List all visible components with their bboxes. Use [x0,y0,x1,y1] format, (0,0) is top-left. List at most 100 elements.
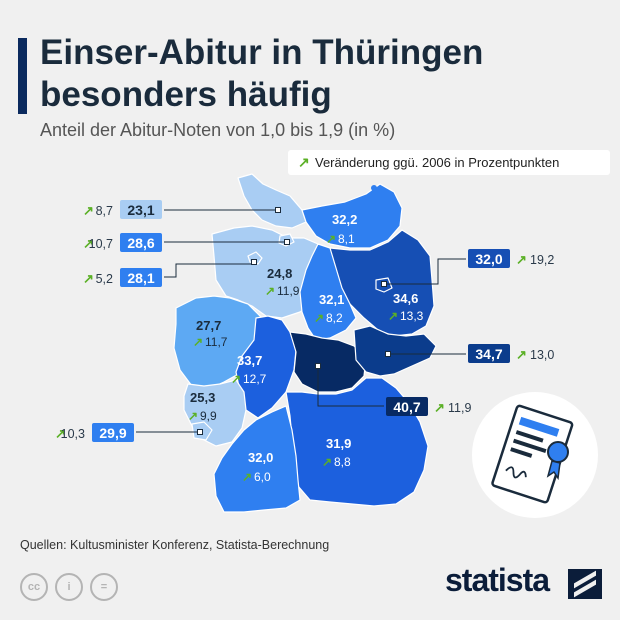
change-arrow-icon-sn: ↗ [516,347,527,362]
callout-leader-lines [136,207,466,435]
value-box-be [468,249,510,268]
value-label-sh: 23,1 [127,202,154,218]
value-label-th: 40,7 [393,399,420,415]
value-label-hh: 28,6 [127,235,154,251]
diploma-line-2 [512,438,547,454]
title-line-2: besonders häufig [40,75,332,114]
change-label-be: 19,2 [530,253,554,267]
change-label-he: 12,7 [243,372,267,386]
change-label-th: 11,9 [448,401,471,415]
attribution-icon[interactable]: i [55,573,83,601]
value-label-mv: 32,2 [332,212,357,227]
title-line-1: Einser-Abitur in Thüringen [40,33,484,72]
leader-dot-sl [197,429,203,435]
state-value-labels: 23,1↗ 8,728,6↗10,728,1↗ 5,232,2↗ 8,132,0 ↗ 19… [55,200,554,484]
legend-arrow-icon: ↗ [298,154,310,170]
value-label-hb: 28,1 [127,270,154,286]
legend: ↗ Veränderung ggü. 2006 in Prozentpunkte… [288,150,610,175]
value-box-sl [92,423,134,442]
value-label-st: 32,1 [319,292,344,307]
state-shape-bw [213,405,301,513]
change-arrow-icon-hh: ↗ [83,236,94,251]
change-arrow-icon-rp: ↗ [188,409,198,423]
diploma-line-1 [515,430,544,443]
state-shape-st [299,243,357,341]
change-label-sn: 13,0 [530,348,554,362]
leader-dot-hh [284,239,290,245]
value-label-be: 32,0 [475,251,502,267]
state-shape-th [289,331,367,393]
leader-dot-sn [385,351,391,357]
value-box-th [386,397,428,416]
diploma-signature [505,466,527,479]
change-arrow-icon-st: ↗ [314,311,324,325]
value-box-hb [120,268,162,287]
change-arrow-icon-sl: ↗ [55,426,66,441]
change-arrow-icon-bw: ↗ [242,470,252,484]
state-shape-he [235,315,297,419]
leader-dot-th [315,363,321,369]
change-arrow-icon-hb: ↗ [83,271,94,286]
change-arrow-icon-mv: ↗ [326,232,336,246]
diploma-header-bar [518,416,560,437]
leader-line-th [317,368,384,407]
change-label-nw: 11,7 [205,335,228,349]
value-label-bb: 34,6 [393,291,418,306]
source-note: Quellen: Kultusminister Konferenz, Stati… [20,538,330,552]
value-label-bw: 32,0 [248,450,273,465]
title-accent-bar [18,38,27,114]
state-shape-mv [301,183,403,249]
change-arrow-icon-sh: ↗ [83,203,94,218]
change-arrow-icon-ni: ↗ [265,284,275,298]
change-label-bw: 6,0 [254,470,271,484]
island-shape-1 [242,184,246,188]
island-shape-2 [371,185,377,191]
state-shapes [173,173,437,513]
state-shape-sn [353,325,437,377]
leader-line-be [386,258,466,285]
value-label-sl: 29,9 [99,425,126,441]
no-derivatives-icon[interactable]: = [90,573,118,601]
leader-dot-be [381,281,387,287]
value-label-he: 33,7 [237,353,262,368]
change-label-sl: 10,3 [61,427,85,441]
value-box-sh [120,200,162,219]
change-label-rp: 9,9 [200,409,217,423]
leader-dot-sh [275,207,281,213]
value-label-rp: 25,3 [190,390,215,405]
change-label-ni: 11,9 [277,284,300,298]
diploma-line-3 [510,447,533,458]
subtitle: Anteil der Abitur-Noten von 1,0 bis 1,9 … [40,120,396,140]
leader-line-hb [164,263,252,278]
change-label-bb: 13,3 [400,309,424,323]
value-box-sn [468,344,510,363]
change-arrow-icon-th: ↗ [434,400,445,415]
change-label-sh: 8,7 [96,204,113,218]
diploma-ribbon [546,460,561,481]
change-arrow-icon-nw: ↗ [193,335,203,349]
state-shape-sh [237,173,307,229]
change-label-by: 8,8 [334,455,351,469]
diploma-seal [547,441,569,463]
page-title: Einser-Abitur in Thüringen besonders häu… [40,32,600,116]
legend-label: Veränderung ggü. 2006 in Prozentpunkten [315,155,560,170]
change-arrow-icon-bb: ↗ [388,309,398,323]
leader-dot-hb [251,259,257,265]
statista-logo[interactable]: statista [445,562,550,598]
statista-logo-icon [568,569,602,599]
change-label-mv: 8,1 [338,232,355,246]
value-label-ni: 24,8 [267,266,292,281]
value-box-hh [120,233,162,252]
change-arrow-icon-be: ↗ [516,252,527,267]
change-label-st: 8,2 [326,311,343,325]
change-label-hh: 10,7 [89,237,113,251]
diploma-certificate-icon [472,392,598,518]
change-arrow-icon-he: ↗ [231,372,241,386]
change-arrow-icon-by: ↗ [322,455,332,469]
value-label-by: 31,9 [326,436,351,451]
creative-commons-icon[interactable]: cc [20,573,48,601]
value-label-sn: 34,7 [475,346,502,362]
value-label-nw: 27,7 [196,318,221,333]
change-label-hb: 5,2 [96,272,113,286]
